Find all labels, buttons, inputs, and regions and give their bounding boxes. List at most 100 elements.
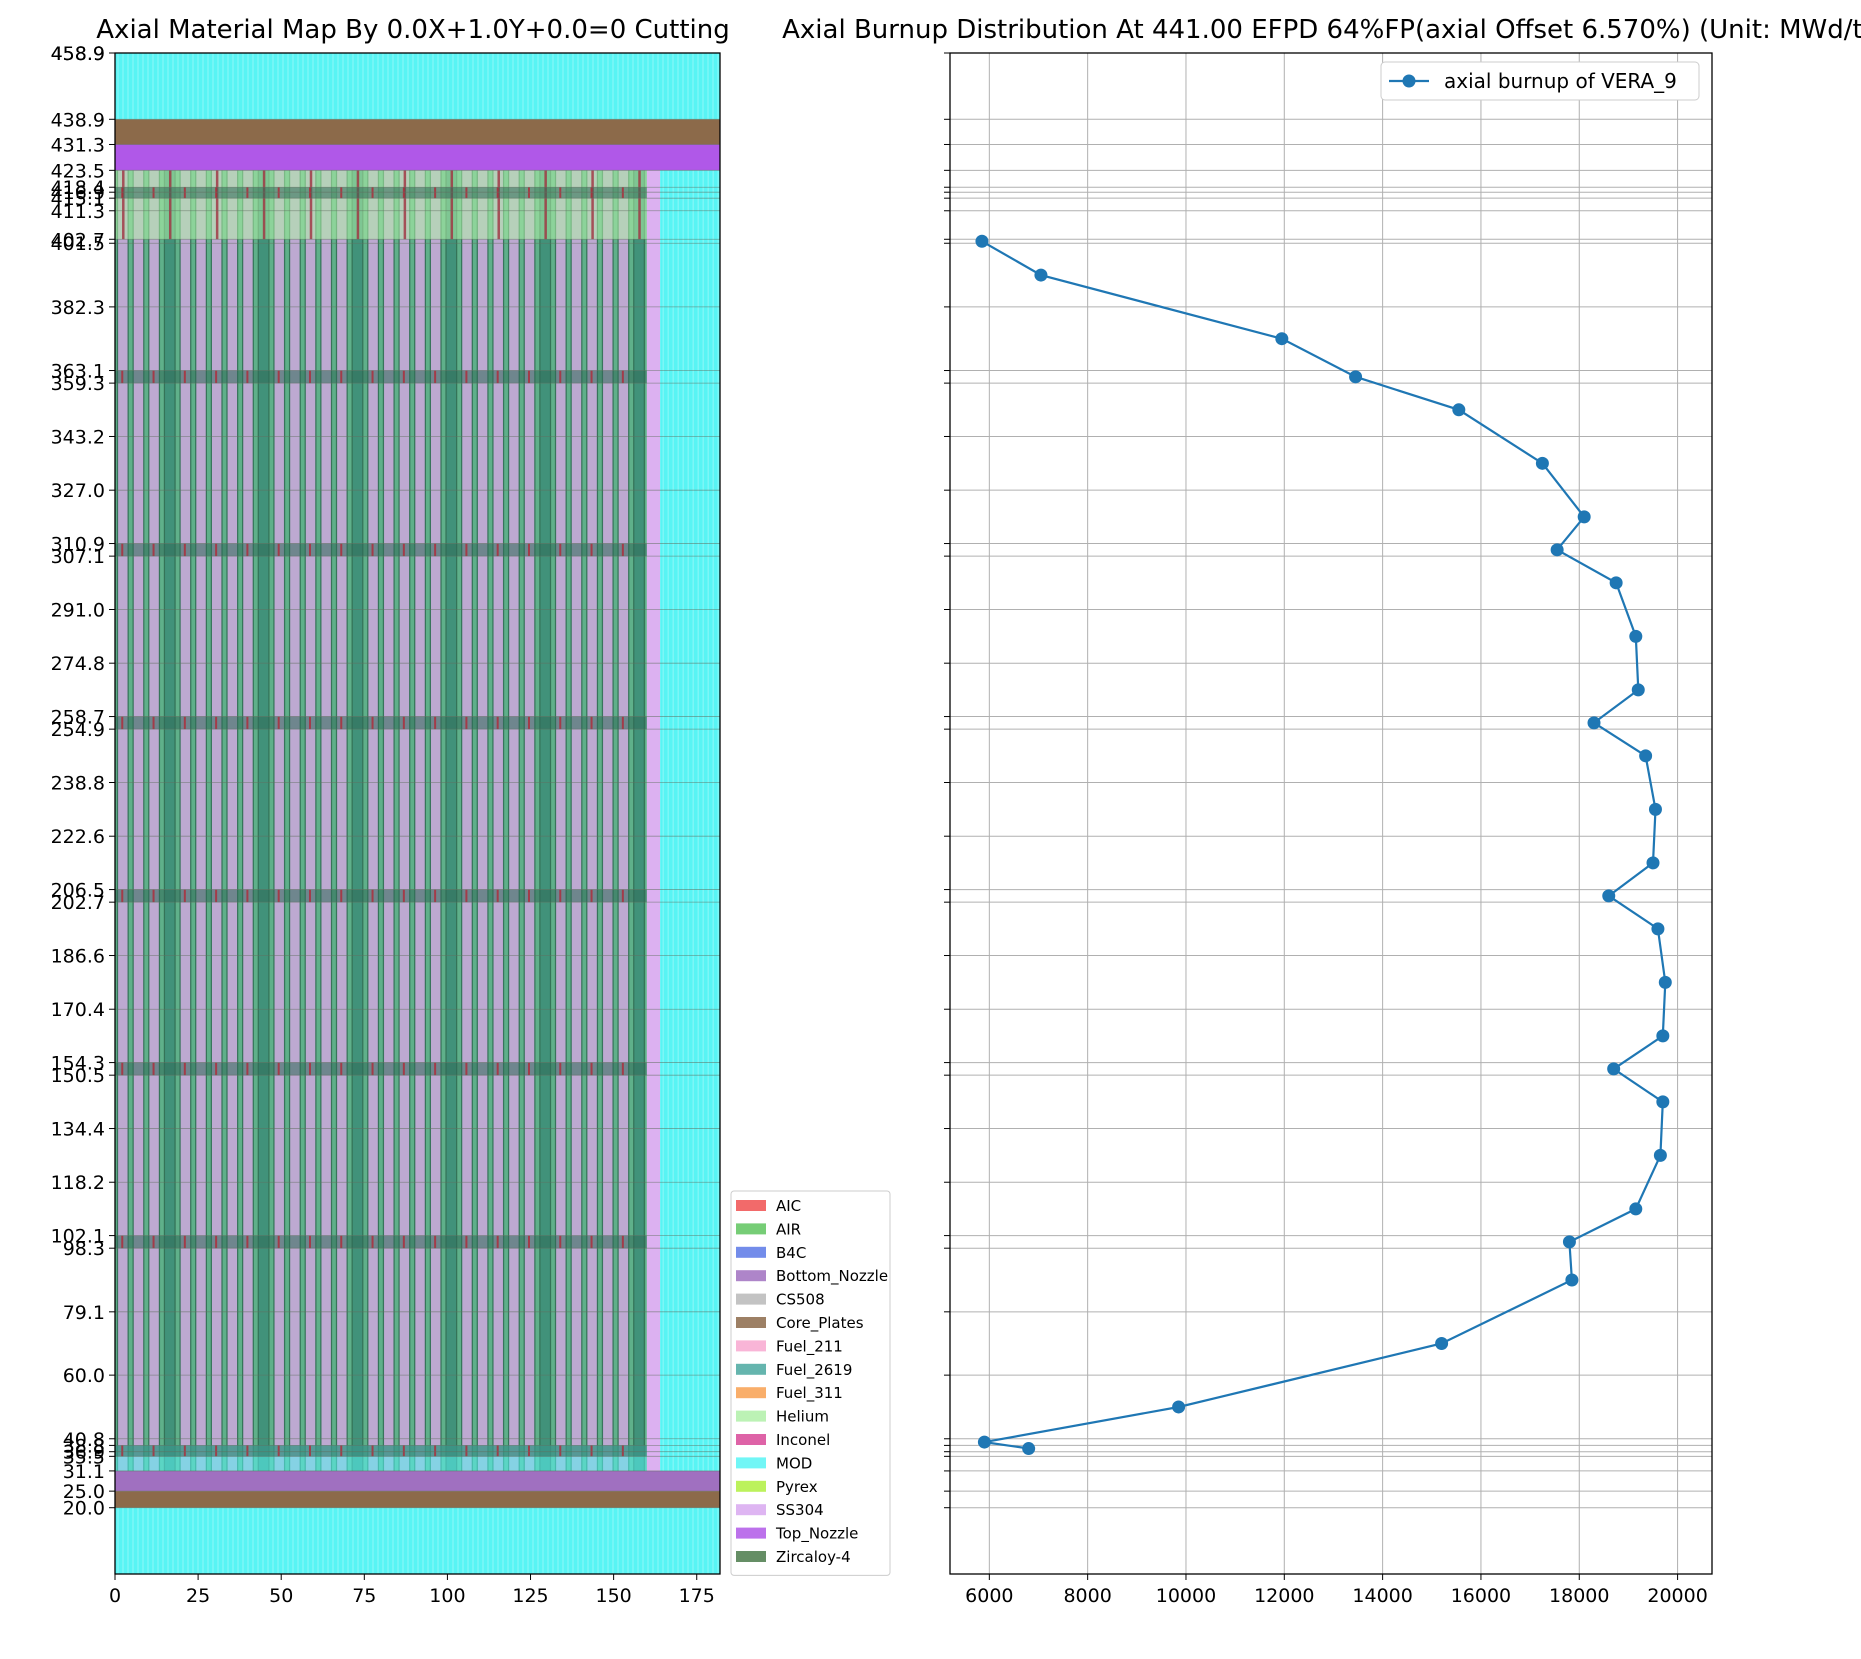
pin-cladding [320,170,322,1471]
data-point [1034,268,1048,282]
legend-label: Fuel_311 [776,1384,843,1403]
data-point [1648,802,1662,816]
data-point [1349,370,1363,384]
pin-cladding [382,170,385,1471]
legend-box [1380,61,1700,101]
left-y-tick-label: 206.5 [51,880,105,902]
spacer-spring [152,543,155,557]
pin-cladding [304,170,306,1471]
data-point [1435,1336,1449,1350]
pin-cladding [158,170,161,1471]
spacer-spring [371,716,374,730]
pin-cladding [429,170,431,1471]
left-x-tick-label: 100 [429,1585,465,1607]
right-x-tick-label: 10000 [1156,1585,1216,1607]
fuel-pin [430,170,441,1471]
pin-cladding [414,170,416,1471]
pin-cladding [393,170,395,1471]
spacer-spring [496,370,499,384]
spacer-spring [527,1445,530,1457]
spacer-spring [152,370,155,384]
spacer-spring [183,1445,186,1457]
fuel-pin [508,170,519,1471]
left-y-tick-label: 170.4 [51,999,105,1021]
fuel-pin [227,170,238,1471]
plenum-region [115,170,647,240]
left-y-tick-label: 38.8 [63,1435,105,1457]
data-point [1452,403,1466,417]
legend-swatch [736,1317,766,1328]
data-point [1646,856,1660,870]
right-y-axis [944,52,950,1509]
spacer-spring [527,1062,530,1076]
pin-cladding [440,170,442,1471]
spacer-spring [246,370,249,384]
legend-swatch [736,1223,766,1235]
spacer-spring [246,187,249,199]
pin-cladding [612,170,614,1471]
left-y-tick-label: 238.8 [51,773,105,795]
spacer-spring [496,187,499,199]
spacer-spring [215,1235,218,1249]
pin-cladding [549,170,552,1471]
left-y-tick-label: 415.1 [51,188,105,210]
data-point [1562,1235,1576,1249]
spacer-spring [277,889,280,903]
pin-cladding [174,170,176,1471]
spacer-spring [277,543,280,557]
pin-cladding [445,170,447,1471]
spacer-spring [590,889,593,903]
spacer-spring [465,543,468,557]
spacer-spring [527,1235,530,1249]
pin-cladding [335,170,338,1471]
left-plot-frame [114,52,721,1575]
plenum-spring [497,170,500,240]
pin-cladding [190,170,192,1471]
legend-swatch [736,1340,766,1352]
right-x-tick-label: 16000 [1451,1585,1511,1607]
legend-swatch [736,1293,766,1305]
spacer-spring [496,1062,499,1076]
pin-cladding [409,170,411,1471]
spacer-spring [402,370,405,384]
spacer-spring [340,187,343,199]
right-x-tick-label: 14000 [1352,1585,1412,1607]
pin-cladding [210,170,212,1471]
spacer-spring [590,1062,593,1076]
spacer-spring [121,370,124,384]
legend-label: Fuel_211 [776,1337,843,1356]
spacer-spring [152,889,155,903]
pin-cladding [315,170,317,1471]
pin-cladding [554,170,557,1471]
spacer-spring [465,1062,468,1076]
spacer-spring [277,1445,280,1457]
legend-label: Zircaloy-4 [776,1548,851,1566]
spacer-spring [246,716,249,730]
spacer-spring [371,1445,374,1457]
left-y-tick-label: 402.7 [51,229,105,251]
left-y-tick-label: 416.9 [51,182,105,204]
left-y-tick-label: 411.3 [51,201,105,223]
left-y-tick-label: 79.1 [63,1302,105,1324]
pin-cladding [330,170,333,1471]
data-point [1656,1029,1670,1043]
burnup-series [975,234,1672,1456]
spacer-spring [183,1062,186,1076]
fuel-pin [461,170,472,1471]
pin-cladding [565,170,567,1471]
spacer-spring [402,716,405,730]
pin-cladding [163,170,166,1471]
legend-label: SS304 [776,1501,824,1519]
left-x-tick-label: 150 [595,1585,631,1607]
spacer-spring [340,1445,343,1457]
pin-cladding [127,170,129,1471]
left-y-tick-label: 222.6 [51,826,105,848]
left-x-axis: 0 25 50 75 100 125 150 175 [109,1574,715,1607]
data-point [1565,1273,1579,1287]
spacer-spring [434,543,437,557]
spacer-spring [152,1235,155,1249]
pin-cladding [179,170,181,1471]
plenum-spring [215,170,219,240]
pin-cladding [346,170,348,1471]
pin-cladding [205,170,207,1471]
